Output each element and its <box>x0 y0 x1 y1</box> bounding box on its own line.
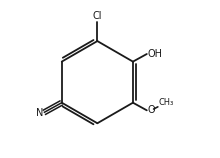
Text: O: O <box>148 105 155 115</box>
Text: Cl: Cl <box>93 11 102 21</box>
Text: CH₃: CH₃ <box>158 97 173 106</box>
Text: N: N <box>36 108 43 118</box>
Text: OH: OH <box>148 49 163 59</box>
